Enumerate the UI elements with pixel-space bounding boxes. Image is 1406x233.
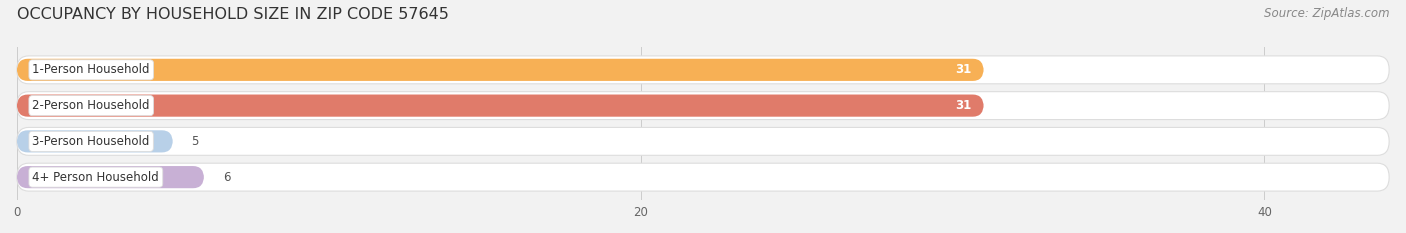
FancyBboxPatch shape: [17, 95, 984, 117]
Text: 31: 31: [955, 63, 972, 76]
Text: 3-Person Household: 3-Person Household: [32, 135, 150, 148]
Text: 1-Person Household: 1-Person Household: [32, 63, 150, 76]
FancyBboxPatch shape: [17, 59, 984, 81]
Text: 5: 5: [191, 135, 198, 148]
Text: 2-Person Household: 2-Person Household: [32, 99, 150, 112]
FancyBboxPatch shape: [17, 56, 1389, 84]
Text: Source: ZipAtlas.com: Source: ZipAtlas.com: [1264, 7, 1389, 20]
Text: 31: 31: [955, 99, 972, 112]
FancyBboxPatch shape: [17, 163, 1389, 191]
Text: 4+ Person Household: 4+ Person Household: [32, 171, 159, 184]
Text: OCCUPANCY BY HOUSEHOLD SIZE IN ZIP CODE 57645: OCCUPANCY BY HOUSEHOLD SIZE IN ZIP CODE …: [17, 7, 449, 22]
FancyBboxPatch shape: [17, 130, 173, 152]
FancyBboxPatch shape: [17, 127, 1389, 155]
FancyBboxPatch shape: [17, 92, 1389, 120]
FancyBboxPatch shape: [17, 166, 204, 188]
Text: 6: 6: [222, 171, 231, 184]
